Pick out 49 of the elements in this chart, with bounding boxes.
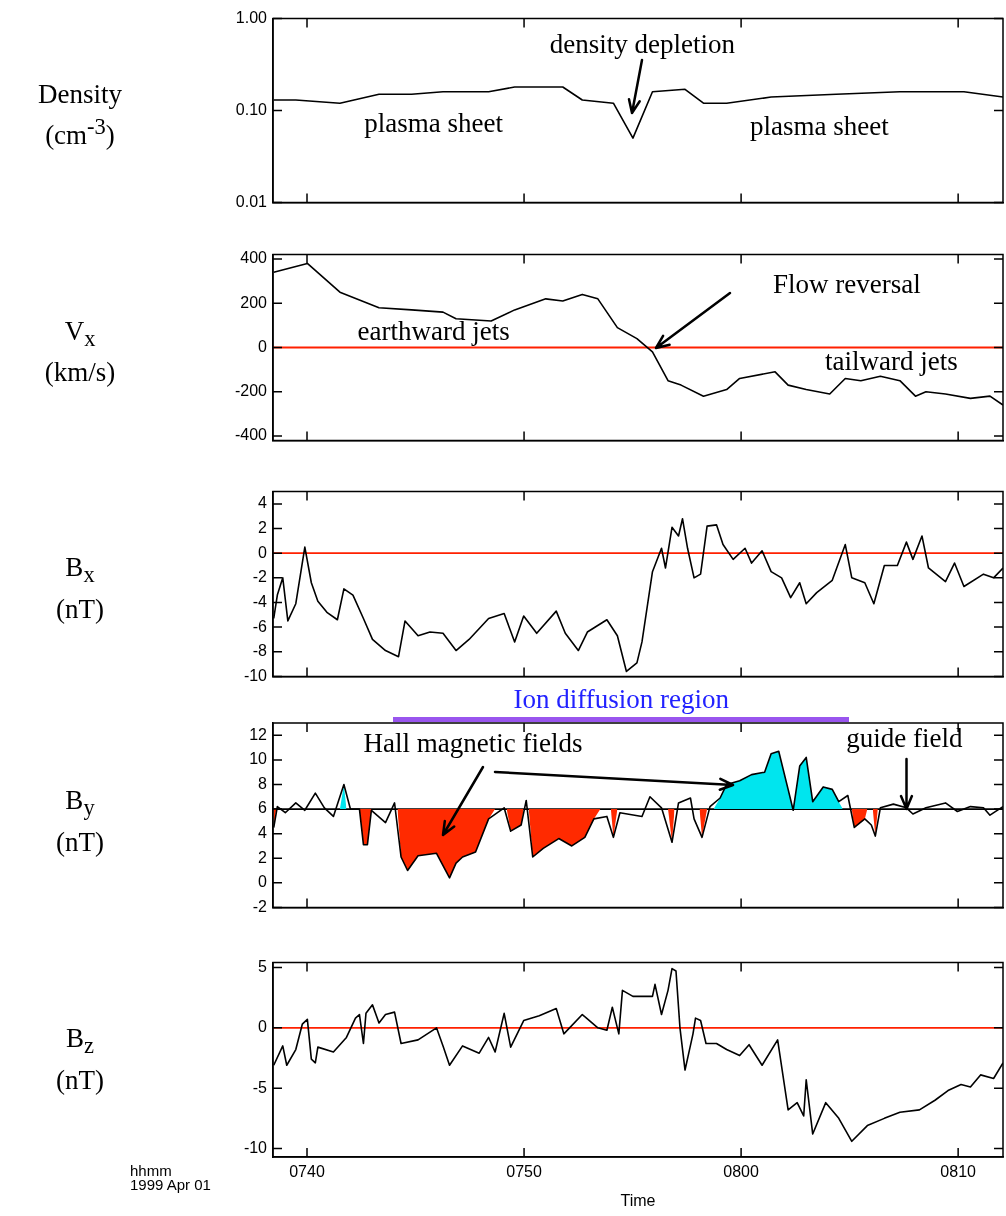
y-tick-label: 0.01 [235,192,268,210]
y-tick-label: 5 [258,957,268,975]
y-tick-label: 0.10 [235,100,268,118]
y-tick-label: -8 [252,642,268,660]
y-tick-label: -10 [243,666,268,684]
y-tick-label: -2 [252,568,268,586]
y-tick-label: 0 [258,337,268,355]
x-tick-label: 0810 [940,1163,977,1181]
text: Ion diffusion region [513,683,730,714]
annotation: plasma sheet [364,107,504,138]
y-tick-label: -5 [252,1078,268,1096]
y-axis-title: B$_{x}$ (nT) [56,551,104,626]
y-tick-label: 12 [249,725,268,743]
x-tick-label: 0800 [723,1163,759,1181]
y-axis-title: V$_{x}$ (km/s) [44,314,116,390]
x-axis-title: Time [620,1191,656,1209]
y-tick-label: 200 [240,293,268,311]
y-tick-label: 4 [258,494,268,512]
y-tick-label: -400 [234,426,268,444]
y-tick-label: 0 [258,543,268,561]
y-tick-label: 0 [258,1018,268,1036]
y-tick-label: 4 [258,824,268,842]
y-tick-label: -6 [252,617,268,635]
y-tick-label: 8 [258,774,268,792]
annotation: Hall magnetic fields [363,728,583,759]
y-tick-label: 2 [258,518,268,536]
y-axis-title: B$_{z}$ (nT) [56,1022,104,1097]
annotation: density depletion [549,29,736,60]
annotation: Flow reversal [772,269,921,300]
y-tick-label: 0 [258,873,268,891]
x-tick-label: 0750 [506,1163,542,1181]
y-tick-label: -200 [234,382,268,400]
annotation: earthward jets [357,316,510,347]
y-tick-label: 6 [258,799,268,817]
text: 1999 Apr 01 [130,1176,211,1193]
y-tick-label: 1.00 [235,9,268,27]
y-tick-label: 400 [240,249,268,267]
annotation: tailward jets [824,346,958,377]
y-tick-label: -4 [252,592,268,610]
y-axis-title: B$_{y}$ (nT) [56,784,104,859]
y-tick-label: -2 [252,897,268,915]
text: hhmm [130,1162,173,1179]
y-tick-label: 10 [249,750,268,768]
y-tick-label: 2 [258,848,268,866]
y-tick-label: -10 [243,1138,268,1156]
y-axis-title: Density (cm$^{-3}$) [38,77,122,152]
x-tick-label: 0740 [289,1163,325,1181]
annotation: guide field [846,723,964,754]
annotation: plasma sheet [750,110,890,141]
